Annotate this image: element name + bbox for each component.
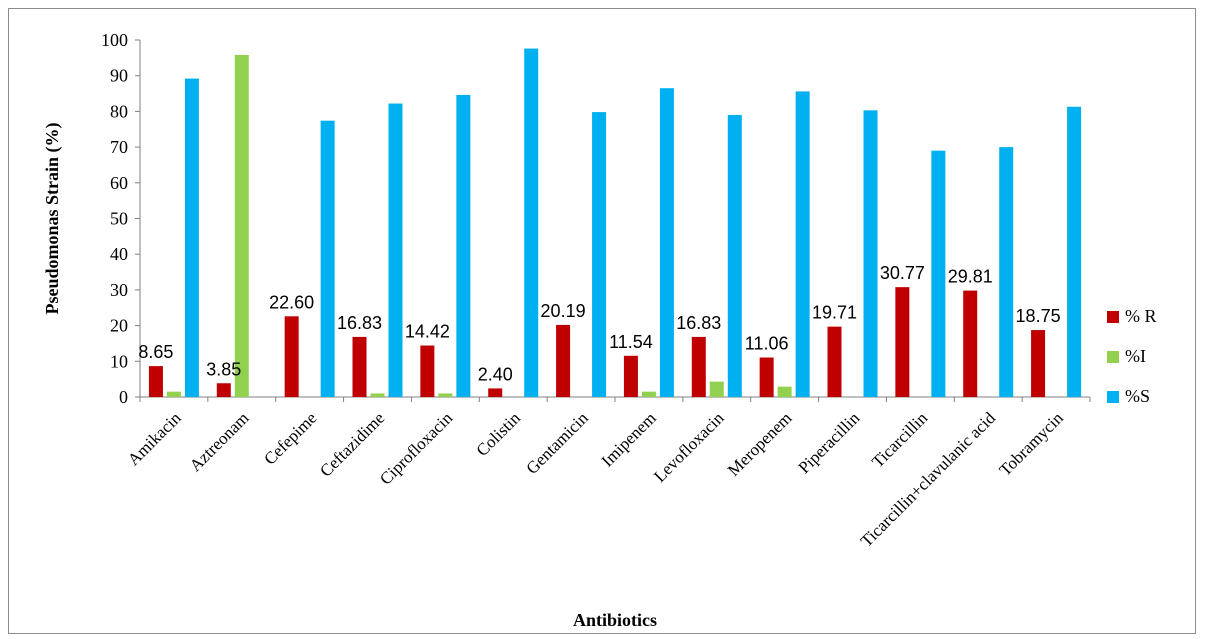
data-label: 19.71 [812, 303, 857, 323]
data-label: 2.40 [478, 364, 513, 384]
data-label: 11.54 [609, 332, 653, 352]
y-tick-label: 10 [110, 351, 128, 371]
bar-i-1 [166, 391, 181, 397]
data-label: 18.75 [1016, 306, 1061, 326]
bar-r-14 [1031, 330, 1046, 397]
y-tick-label: 80 [110, 101, 128, 121]
x-axis-title: Antibiotics [573, 610, 657, 630]
x-category-label: Colistin [473, 408, 525, 460]
data-label: 11.06 [745, 334, 789, 354]
x-category-label: Tobramycin [996, 408, 1068, 480]
legend-swatch [1107, 311, 1119, 323]
bar-r-13 [963, 290, 978, 397]
legend-swatch [1107, 391, 1119, 403]
x-category-label: Piperacillin [794, 408, 863, 477]
x-category-label: Meropenem [724, 408, 796, 480]
bar-s-11 [863, 110, 878, 397]
data-labels: 8.65 3.85 22.60 16.83 14.42 2.40 20.19 11.54 16.… [138, 263, 1060, 384]
bar-r-3 [284, 316, 299, 397]
x-category-label: Ceftazidime [316, 408, 388, 480]
x-category-label: Gentamicin [522, 408, 592, 478]
data-label: 30.77 [880, 263, 925, 283]
bar-i-8 [641, 391, 656, 397]
data-label: 20.19 [541, 301, 586, 321]
x-category-label: Aztreonam [186, 408, 253, 475]
y-tick-label: 60 [110, 173, 128, 193]
y-tick-label: 100 [101, 30, 128, 50]
data-label: 8.65 [138, 342, 173, 362]
bars [148, 48, 1082, 398]
legend-label: %I [1125, 346, 1146, 366]
data-label: 16.83 [676, 313, 721, 333]
bar-s-12 [931, 150, 946, 397]
bar-r-6 [488, 388, 503, 397]
x-category-label: Imipenem [598, 408, 660, 470]
bar-r-11 [827, 326, 842, 397]
bar-s-9 [727, 114, 742, 397]
bar-i-9 [709, 381, 724, 397]
bar-r-1 [148, 366, 163, 397]
bar-s-5 [456, 94, 471, 397]
bar-i-10 [777, 386, 792, 397]
bar-i-2 [234, 54, 249, 398]
x-category-label: Ticarcillin [868, 408, 931, 471]
bar-i-4 [370, 393, 385, 397]
bar-i-5 [438, 393, 453, 397]
x-category-label: Levofloxacin [650, 408, 728, 486]
x-category-label: Amikacin [124, 408, 185, 469]
y-axis-title: Pseudomonas Strain (%) [42, 122, 63, 314]
y-tick-label: 50 [110, 209, 128, 229]
bar-r-7 [556, 324, 571, 397]
bar-r-9 [691, 336, 706, 397]
bar-r-12 [895, 287, 910, 397]
bar-s-7 [592, 112, 607, 397]
y-tick-label: 20 [110, 316, 128, 336]
y-tick-label: 0 [119, 387, 128, 407]
data-label: 16.83 [337, 313, 382, 333]
bar-r-5 [420, 345, 435, 397]
legend-label: % R [1125, 306, 1157, 326]
y-tick-label: 70 [110, 137, 128, 157]
bar-r-4 [352, 336, 367, 397]
data-label: 29.81 [948, 267, 993, 287]
x-category-label: Ticarcillin+clavulanic acid [857, 408, 1000, 551]
legend-swatch [1107, 351, 1119, 363]
bar-r-10 [759, 357, 774, 397]
y-tick-label: 30 [110, 280, 128, 300]
x-category-label: Cefepime [260, 408, 320, 468]
data-label: 14.42 [405, 322, 450, 342]
bar-s-8 [659, 88, 674, 397]
bar-s-6 [524, 48, 539, 398]
data-label: 3.85 [206, 359, 241, 379]
bar-s-14 [1067, 106, 1082, 397]
x-category-label: Ciprofloxacin [376, 408, 457, 489]
bar-s-1 [184, 78, 199, 397]
bar-s-10 [795, 91, 810, 398]
bar-s-3 [320, 120, 335, 397]
data-label: 22.60 [269, 292, 314, 312]
legend-label: %S [1125, 386, 1150, 406]
bar-r-2 [216, 383, 231, 397]
y-tick-label: 40 [110, 244, 128, 264]
y-tick-label: 90 [110, 66, 128, 86]
legend: % R %I %S [1107, 306, 1157, 406]
bar-r-8 [623, 355, 638, 397]
bar-s-4 [388, 103, 403, 398]
bar-s-13 [999, 147, 1014, 397]
